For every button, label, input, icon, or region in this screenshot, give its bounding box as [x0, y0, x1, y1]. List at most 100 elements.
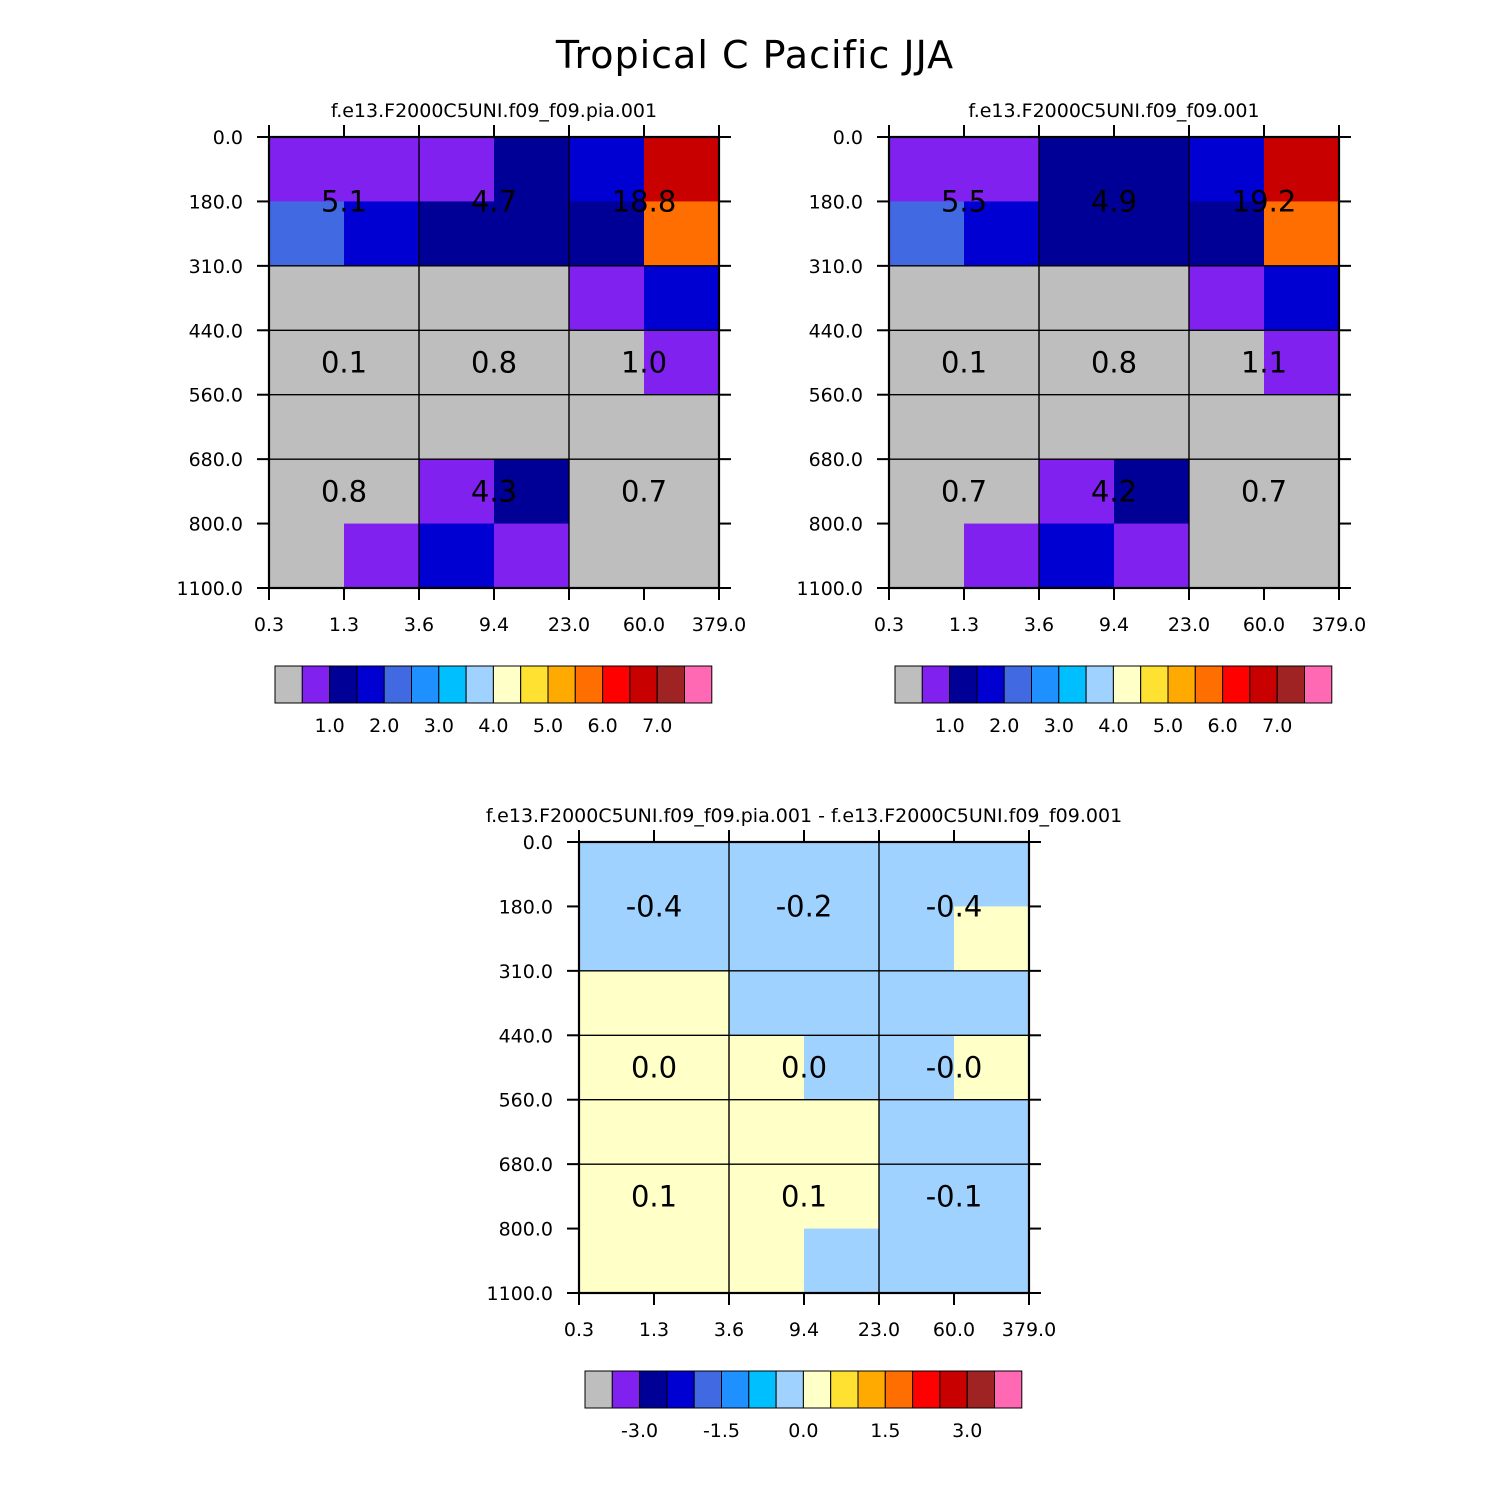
heatmap-cell: [494, 523, 570, 589]
colorbar-label: 5.0: [1153, 715, 1183, 737]
heatmap-cell: [1264, 201, 1340, 267]
panel-title: f.e13.F2000C5UNI.f09_f09.pia.001: [331, 100, 657, 122]
heatmap-cell: [804, 1099, 880, 1165]
cell-value-label: -0.4: [926, 890, 983, 924]
heatmap-cell: [964, 265, 1040, 331]
heatmap-cell: [1039, 330, 1115, 396]
heatmap-cell: [964, 137, 1040, 203]
colorbar-swatch: [1058, 665, 1087, 704]
heatmap-cell: [1189, 201, 1265, 267]
panel-2: f.e13.F2000C5UNI.f09_f09.001 0.3 1.3 3.6 9.4…: [797, 100, 1367, 737]
heatmap-cell: [879, 1228, 955, 1294]
heatmap-cell: [579, 1228, 655, 1294]
heatmap-cell: [494, 265, 570, 331]
heatmap-cell: [804, 906, 880, 972]
heatmap-cell: [729, 906, 805, 972]
heatmap-cell: [644, 523, 720, 589]
heatmap-cell: [569, 459, 645, 525]
heatmap-cell: [889, 265, 965, 331]
x-tick-label: 60.0: [1243, 614, 1285, 636]
x-tick-label: 1.3: [329, 614, 359, 636]
heatmap-cell: [1114, 265, 1190, 331]
x-tick-label: 3.6: [404, 614, 434, 636]
cell-value-label: 0.7: [621, 474, 667, 508]
y-tick-label: 560.0: [189, 385, 243, 407]
heatmap-cell: [579, 1035, 655, 1101]
heatmap-cell: [654, 1164, 730, 1230]
heatmap-cell: [1039, 459, 1115, 525]
cell-value-label: -0.4: [626, 890, 683, 924]
colorbar-swatch: [547, 665, 576, 704]
heatmap-cell: [1189, 459, 1265, 525]
colorbar-label: 2.0: [989, 715, 1019, 737]
y-tick-label: 310.0: [499, 961, 553, 983]
heatmap-cell: [964, 394, 1040, 460]
heatmap-cell: [419, 394, 495, 460]
colorbar-swatch: [520, 665, 549, 704]
heatmap-cell: [954, 1099, 1030, 1165]
heatmap-cell: [879, 906, 955, 972]
colorbar-swatch: [976, 665, 1005, 704]
heatmap-cell: [644, 201, 720, 267]
x-tick-label: 379.0: [1312, 614, 1366, 636]
colorbar-label: 4.0: [478, 715, 508, 737]
heatmap-cell: [494, 459, 570, 525]
colorbar-swatch: [912, 1370, 941, 1409]
heatmap-cell: [1264, 523, 1340, 589]
colorbar-swatch: [301, 665, 331, 704]
cell-value-label: 4.3: [471, 474, 517, 508]
colorbar-swatch: [693, 1370, 723, 1409]
panel-title: f.e13.F2000C5UNI.f09_f09.001: [968, 100, 1259, 122]
colorbar-swatch: [356, 665, 385, 704]
cell-value-label: 4.9: [1091, 185, 1137, 219]
colorbar-swatch: [574, 665, 604, 704]
heatmap-cell: [644, 394, 720, 460]
heatmap-cell: [644, 137, 720, 203]
x-tick-label: 0.3: [564, 1319, 594, 1341]
cell-value-label: 5.1: [321, 185, 367, 219]
cell-value-label: 0.8: [1091, 346, 1137, 380]
colorbar-swatch: [492, 665, 522, 704]
y-tick-label: 440.0: [499, 1025, 553, 1047]
y-tick-label: 680.0: [189, 449, 243, 471]
panel-3: f.e13.F2000C5UNI.f09_f09.pia.001 - f.e13…: [486, 805, 1122, 1442]
heatmap-cell: [1039, 137, 1115, 203]
y-tick-label: 680.0: [499, 1154, 553, 1176]
colorbar-swatch: [802, 1370, 832, 1409]
colorbar-swatch: [329, 665, 358, 704]
heatmap-cell: [729, 970, 805, 1036]
heatmap-cell: [654, 1228, 730, 1294]
x-tick-label: 23.0: [1168, 614, 1210, 636]
heatmap-cell: [494, 201, 570, 267]
colorbar-label: 1.0: [934, 715, 964, 737]
heatmap-cell: [964, 523, 1040, 589]
heatmap-cell: [654, 842, 730, 908]
colorbar-swatch: [274, 665, 303, 704]
heatmap-cell: [569, 265, 645, 331]
y-tick-label: 560.0: [499, 1090, 553, 1112]
heatmap-cell: [1114, 459, 1190, 525]
heatmap-cell: [729, 1035, 805, 1101]
colorbar-swatch: [1304, 665, 1333, 704]
cell-value-label: 0.1: [631, 1179, 677, 1213]
colorbar-swatch: [894, 665, 923, 704]
heatmap-cell: [269, 137, 345, 203]
colorbar-swatch: [830, 1370, 859, 1409]
colorbar-swatch: [994, 1370, 1023, 1409]
heatmap-cell: [344, 394, 420, 460]
heatmap-cell: [804, 1228, 880, 1294]
heatmap-cell: [569, 523, 645, 589]
colorbar-swatch: [1167, 665, 1196, 704]
heatmap-cell: [644, 265, 720, 331]
x-tick-label: 60.0: [623, 614, 665, 636]
colorbar-swatch: [884, 1370, 914, 1409]
heatmap-cell: [729, 842, 805, 908]
y-tick-label: 180.0: [499, 896, 553, 918]
heatmap-cell: [579, 842, 655, 908]
y-tick-label: 1100.0: [177, 578, 243, 600]
x-tick-label: 9.4: [479, 614, 509, 636]
heatmap-cell: [1114, 523, 1190, 589]
heatmap-cell: [889, 523, 965, 589]
heatmap-cell: [344, 523, 420, 589]
heatmap-cell: [569, 330, 645, 396]
